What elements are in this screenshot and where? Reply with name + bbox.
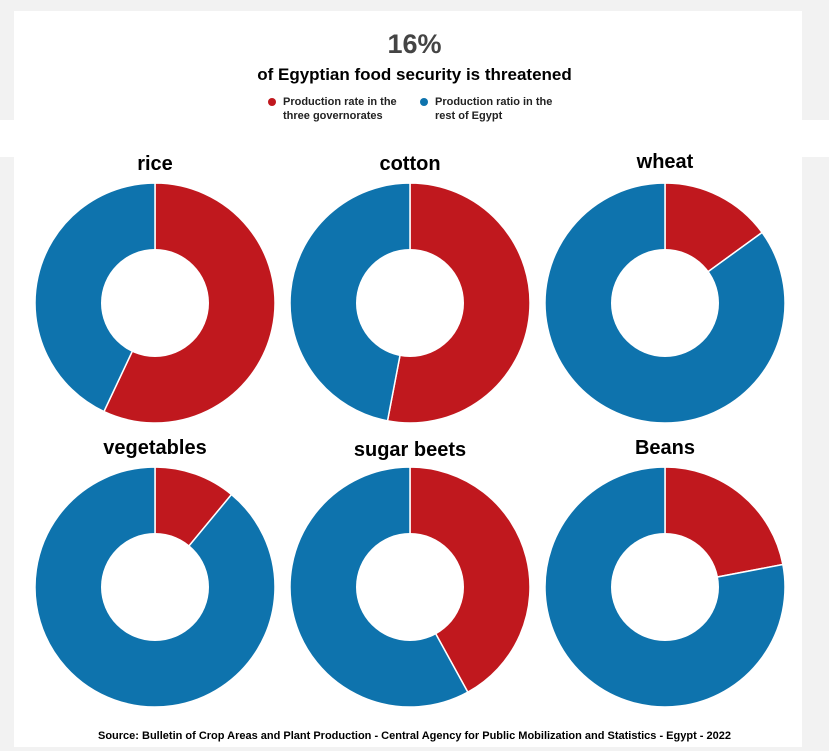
- donut-hole: [611, 533, 719, 641]
- donut-hole: [356, 533, 464, 641]
- donut-hole: [611, 249, 719, 357]
- donut-chart-vegetables: vegetables: [34, 437, 276, 708]
- legend-swatch-governorates: [268, 98, 276, 106]
- legend-label-rest-of-egypt: Production ratio in the rest of Egypt: [435, 96, 553, 122]
- chart-title: cotton: [379, 153, 440, 175]
- legend-item-governorates: Production rate in the three governorate…: [268, 95, 413, 123]
- donut-hole: [356, 249, 464, 357]
- slice-governorates: [409, 466, 531, 694]
- donut-hole: [101, 249, 209, 357]
- legend-swatch-rest-of-egypt: [420, 98, 428, 106]
- headline-subtitle: of Egyptian food security is threatened: [257, 65, 572, 84]
- chart-title: wheat: [636, 151, 694, 173]
- source-note: Source: Bulletin of Crop Areas and Plant…: [98, 730, 731, 742]
- donut-chart-rice: rice: [34, 153, 276, 424]
- chart-title: vegetables: [103, 437, 206, 459]
- headline-percent: 16%: [387, 29, 442, 59]
- divider-band: [0, 120, 829, 157]
- donut-chart-wheat: wheat: [544, 151, 786, 424]
- slice-rest-of-egypt: [34, 182, 156, 413]
- chart-title: rice: [137, 153, 173, 175]
- legend-label-governorates: Production rate in the three governorate…: [283, 96, 397, 122]
- donut-chart-beans: Beans: [544, 437, 786, 708]
- chart-title: sugar beets: [354, 439, 466, 461]
- donut-chart-sugar-beets: sugar beets: [289, 439, 531, 708]
- donut-chart-cotton: cotton: [289, 153, 531, 424]
- donut-hole: [101, 533, 209, 641]
- chart-title: Beans: [635, 437, 695, 459]
- legend-item-rest-of-egypt: Production ratio in the rest of Egypt: [420, 95, 565, 123]
- slice-rest-of-egypt: [289, 182, 411, 422]
